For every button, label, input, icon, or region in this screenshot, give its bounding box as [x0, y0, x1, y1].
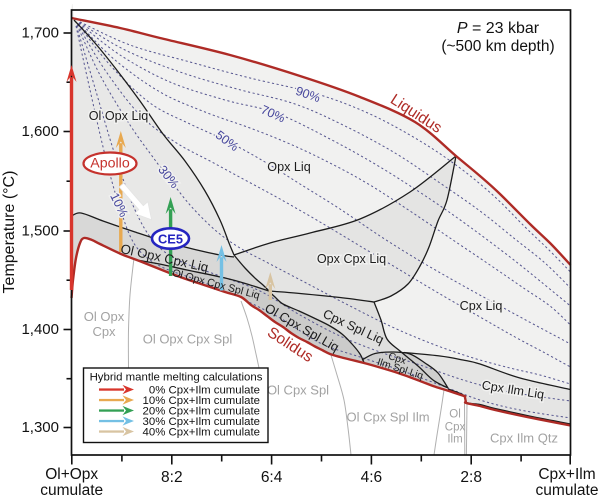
- svg-text:Ilm: Ilm: [447, 434, 462, 446]
- svg-text:0% Cpx+Ilm cumulate: 0% Cpx+Ilm cumulate: [149, 385, 260, 397]
- svg-text:8:2: 8:2: [161, 469, 183, 486]
- svg-text:1,500: 1,500: [21, 223, 59, 240]
- svg-text:Ol Opx: Ol Opx: [84, 309, 125, 324]
- svg-text:Ol Cpx Spl Ilm: Ol Cpx Spl Ilm: [346, 410, 429, 425]
- svg-text:10% Cpx+Ilm cumulate: 10% Cpx+Ilm cumulate: [143, 395, 260, 407]
- svg-text:Cpx+Ilm: Cpx+Ilm: [538, 466, 595, 483]
- svg-text:Hybrid mantle melting calculat: Hybrid mantle melting calculations: [90, 372, 263, 384]
- svg-text:cumulate: cumulate: [40, 482, 103, 499]
- svg-text:Ol: Ol: [449, 409, 461, 421]
- svg-text:1,400: 1,400: [21, 321, 59, 338]
- svg-text:Opx Cpx Liq: Opx Cpx Liq: [317, 252, 386, 266]
- svg-text:(~500 km depth): (~500 km depth): [441, 38, 554, 55]
- svg-text:Apollo: Apollo: [90, 156, 130, 172]
- svg-text:Opx Liq: Opx Liq: [267, 160, 310, 174]
- svg-text:6:4: 6:4: [261, 469, 283, 486]
- svg-text:Cpx: Cpx: [92, 324, 116, 339]
- svg-text:Ol Opx Liq: Ol Opx Liq: [89, 109, 149, 123]
- svg-text:Temperature (°C): Temperature (°C): [1, 171, 18, 294]
- svg-text:30% Cpx+Ilm cumulate: 30% Cpx+Ilm cumulate: [143, 416, 260, 428]
- svg-text:CE5: CE5: [158, 232, 183, 247]
- svg-text:cumulate: cumulate: [536, 482, 599, 499]
- svg-text:20% Cpx+Ilm cumulate: 20% Cpx+Ilm cumulate: [143, 406, 260, 418]
- svg-text:Cpx: Cpx: [445, 422, 466, 434]
- svg-text:Ol Cpx Spl: Ol Cpx Spl: [267, 383, 329, 398]
- svg-text:2:8: 2:8: [460, 469, 482, 486]
- svg-text:Cpx: Cpx: [387, 351, 408, 367]
- svg-text:1,600: 1,600: [21, 123, 59, 140]
- svg-text:1,300: 1,300: [21, 419, 59, 436]
- svg-text:1,700: 1,700: [21, 25, 59, 42]
- svg-text:Cpx Liq: Cpx Liq: [460, 299, 503, 313]
- svg-text:Ol Opx Cpx Spl: Ol Opx Cpx Spl: [143, 332, 233, 347]
- svg-text:Ol+Opx: Ol+Opx: [45, 466, 98, 483]
- svg-text:P = 23 kbar: P = 23 kbar: [457, 20, 540, 37]
- svg-text:40% Cpx+Ilm cumulate: 40% Cpx+Ilm cumulate: [143, 427, 260, 439]
- svg-text:4:6: 4:6: [361, 469, 383, 486]
- svg-text:Cpx Ilm Qtz: Cpx Ilm Qtz: [490, 431, 558, 446]
